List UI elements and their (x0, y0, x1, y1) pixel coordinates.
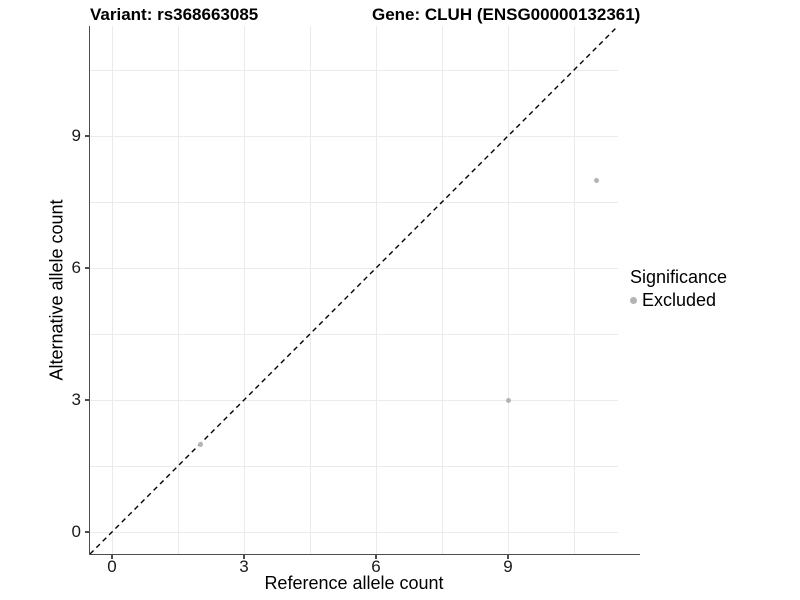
y-tick-mark (84, 135, 89, 137)
y-gridline (90, 333, 618, 335)
y-tick-mark (84, 399, 89, 401)
x-tick-label: 0 (107, 557, 117, 576)
y-tick-label: 9 (71, 126, 81, 145)
y-gridline (90, 267, 618, 269)
y-tick-label: 6 (71, 258, 81, 277)
x-axis-line (88, 553, 640, 555)
legend-item-excluded: Excluded (630, 290, 727, 311)
x-gridline (375, 26, 377, 554)
y-tick-mark (84, 531, 89, 533)
x-tick-label: 6 (371, 557, 381, 576)
x-gridline (573, 26, 575, 554)
y-tick-label: 3 (71, 390, 81, 409)
x-tick-mark (375, 555, 377, 559)
x-tick-mark (507, 555, 509, 559)
y-gridline (90, 69, 618, 71)
plot-title-gene: Gene: CLUH (ENSG00000132361) (372, 5, 641, 24)
y-gridline (90, 201, 618, 203)
identity-reference-line (90, 26, 618, 554)
y-gridline (90, 531, 618, 533)
x-gridline (441, 26, 443, 554)
x-tick-label: 3 (239, 557, 249, 576)
legend-item-label: Excluded (642, 290, 717, 310)
y-axis-title: Alternative allele count (46, 199, 67, 381)
x-gridline (111, 26, 113, 554)
legend-point-icon (630, 297, 637, 304)
x-gridline (507, 26, 509, 554)
y-gridline (90, 399, 618, 401)
y-gridline (90, 465, 618, 467)
x-gridline (243, 26, 245, 554)
legend: Significance Excluded (630, 266, 727, 311)
y-gridline (90, 135, 618, 137)
y-tick-mark (84, 267, 89, 269)
x-gridline (177, 26, 179, 554)
x-axis-title: Reference allele count (264, 573, 444, 593)
plot-panel (90, 26, 618, 554)
legend-title: Significance (630, 267, 728, 287)
x-tick-mark (111, 555, 113, 559)
x-tick-label: 9 (503, 557, 513, 576)
data-point (593, 177, 599, 183)
x-gridline (309, 26, 311, 554)
y-axis-line (88, 26, 90, 555)
x-tick-mark (243, 555, 245, 559)
data-point (505, 397, 511, 403)
y-tick-label: 0 (71, 522, 81, 541)
plot-title-variant: Variant: rs368663085 (90, 5, 259, 24)
data-point (197, 441, 203, 447)
